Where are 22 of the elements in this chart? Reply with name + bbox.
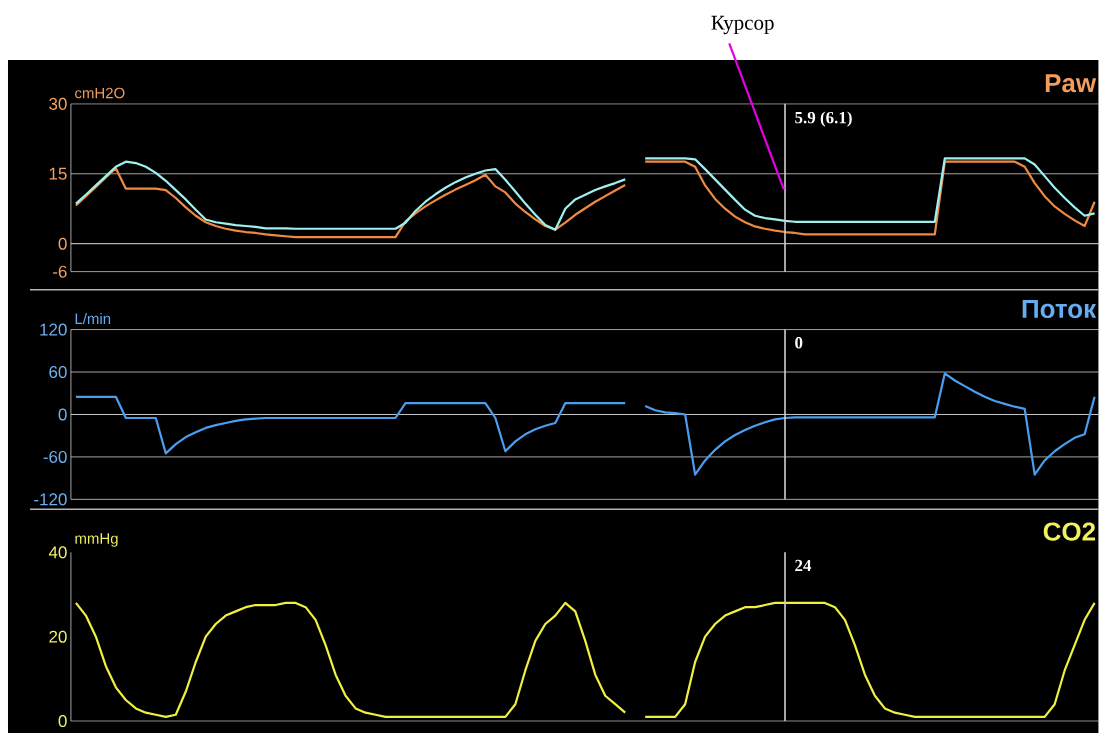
- y-tick-label: 0: [58, 237, 67, 250]
- y-axis-title: L/min: [75, 313, 111, 325]
- y-tick-label: 0: [58, 408, 67, 421]
- y-tick-label: -120: [34, 493, 67, 506]
- y-axis-title: cmH2O: [75, 87, 125, 99]
- y-tick-label: -60: [43, 450, 67, 463]
- y-tick-label: 20: [49, 630, 67, 643]
- y-tick-label: 15: [49, 167, 67, 180]
- text: Курсор: [711, 15, 774, 35]
- y-axis-title: mmHg: [75, 533, 118, 547]
- annotation: 24: [795, 559, 812, 572]
- chart-title: Поток: [1022, 299, 1097, 319]
- y-tick-label: -6: [53, 265, 67, 278]
- y-tick-label: 40: [48, 546, 67, 559]
- y-tick-label: 30: [49, 97, 67, 110]
- y-tick-label: 0: [58, 715, 67, 728]
- y-tick-label: 60: [49, 365, 67, 379]
- annotation: 5.9 (6.1): [795, 111, 852, 127]
- annotation: 0: [795, 337, 803, 349]
- y-tick-label: 120: [40, 323, 67, 336]
- chart-title: Paw: [1045, 74, 1097, 93]
- chart-title: CO2: [1043, 522, 1096, 541]
